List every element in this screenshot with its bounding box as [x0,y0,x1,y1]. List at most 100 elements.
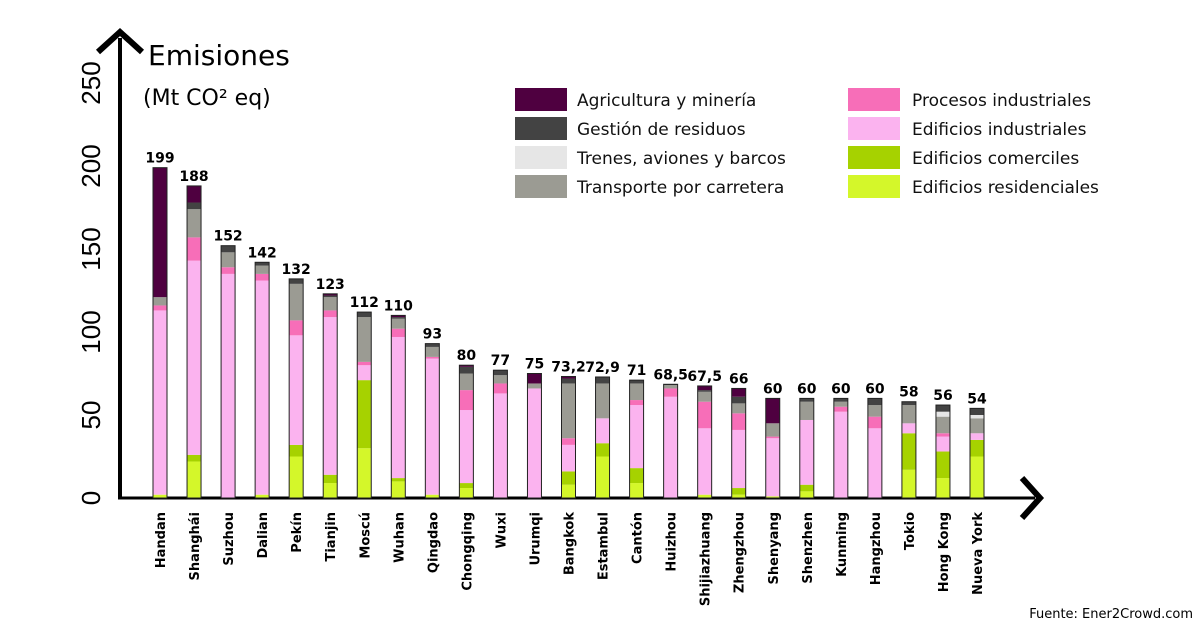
category-label: Hong Kong [937,512,952,592]
bar-outline [969,407,985,499]
category-label: Suzhou [222,512,237,566]
bar-segment [799,484,814,492]
bar-segment [935,436,950,452]
bar-total-label: 54 [967,391,987,407]
category-label: Tokio [903,512,918,550]
bar-segment [153,305,167,311]
bar-segment [663,388,678,397]
legend-swatch [515,146,567,169]
bar-segment [901,423,916,434]
bar-segment [391,318,406,329]
legend-label: Trenes, aviones y barcos [576,149,786,169]
bar-total-label: 77 [491,353,510,369]
bar-segment [255,280,270,495]
bar-segment [187,185,202,203]
legend-label: Edificios comerciles [912,149,1079,169]
bar-stack: 152 Suzhou [213,229,242,566]
bar-segment [459,365,474,367]
bar-stack: 93 Qingdao [423,327,442,573]
bar-segment [799,419,814,485]
y-axis-label: (Mt CO² eq) [143,86,271,111]
bar-segment [970,456,984,498]
bar-segment [357,312,372,318]
y-tick-label: 50 [76,401,106,430]
bar-segment [629,405,644,469]
bar-segment [799,401,814,420]
y-tick-label: 0 [76,491,106,505]
bar-outline [458,364,474,499]
bar-segment [289,283,304,321]
bar-segment [935,433,950,437]
bar-segment [425,358,440,495]
y-tick-label: 100 [76,310,106,353]
bar-outline [629,379,645,499]
bar-segment [935,411,950,417]
x-axis-arrow [1019,475,1045,521]
bar-segment [697,390,712,392]
bar-segment [731,488,746,495]
bar-stack: 60 Kunming [831,381,851,577]
bar-outline [356,311,372,499]
bar-stack: 56 Hong Kong [933,388,952,592]
bar-outline [526,373,542,499]
bar-total-label: 199 [145,151,174,167]
legend-swatch [515,88,567,111]
bar-total-label: 80 [457,348,477,364]
bar-segment [765,423,780,437]
bar-outline [595,376,611,499]
bar-segment [221,273,236,498]
bar-segment [901,469,916,498]
bar-total-label: 71 [627,363,646,379]
bar-segment [629,383,644,401]
bar-total-label: 58 [899,385,918,401]
category-label: Nueva York [971,512,986,595]
bar-segment [459,390,474,411]
bar-stack: 199 Handan [145,151,174,569]
bar-segment [221,245,236,253]
bar-segment [323,295,338,298]
bar-outline [492,369,508,499]
bar-total-label: 110 [384,298,413,314]
bar-segment [323,474,338,484]
bar-segment [391,478,406,482]
bar-segment [731,494,746,498]
legend-label: Gestión de residuos [577,120,746,140]
bar-segment [493,393,508,498]
bar-total-label: 60 [763,381,783,397]
bar-segment [901,405,916,424]
legend-item: Edificios industriales [848,117,1087,140]
bar-segment [187,209,202,238]
bar-outline [697,385,713,499]
category-label: Pekín [290,512,305,553]
bar-stack: 112 Moscú [350,295,379,558]
bar-segment [799,491,814,498]
bar-segment [357,361,372,366]
bar-segment [731,429,746,489]
bar-stack: 67,5 Shijiazhuang [687,369,722,606]
bar-total-label: 66 [729,371,748,387]
bar-segment [731,403,746,414]
bar-total-label: 72,9 [585,360,620,376]
bar-segment [391,481,406,498]
bar-segment [187,202,202,210]
bar-outline [254,261,270,499]
bar-stack: 71 Cantón [627,363,646,564]
bar-segment [765,398,780,424]
bars: 199 Handan 188 Shanghái 152 Suzhou 142 Dalian 13… [145,151,987,607]
chart-title: Emisiones [148,39,290,72]
bar-total-label: 60 [797,381,817,397]
bar-stack: 73,2 Bangkok [551,359,586,575]
bar-segment [697,494,712,498]
y-tick-label: 200 [76,144,106,187]
bar-outline [186,185,202,499]
bar-segment [289,444,304,457]
bar-segment [391,315,406,318]
category-label: Wuxi [494,512,509,548]
bar-segment [935,451,950,479]
bar-outline [288,278,304,499]
bar-segment [970,433,984,440]
bar-segment [255,273,270,281]
bar-segment [629,380,644,384]
bar-stack: 58 Tokio [899,385,918,550]
